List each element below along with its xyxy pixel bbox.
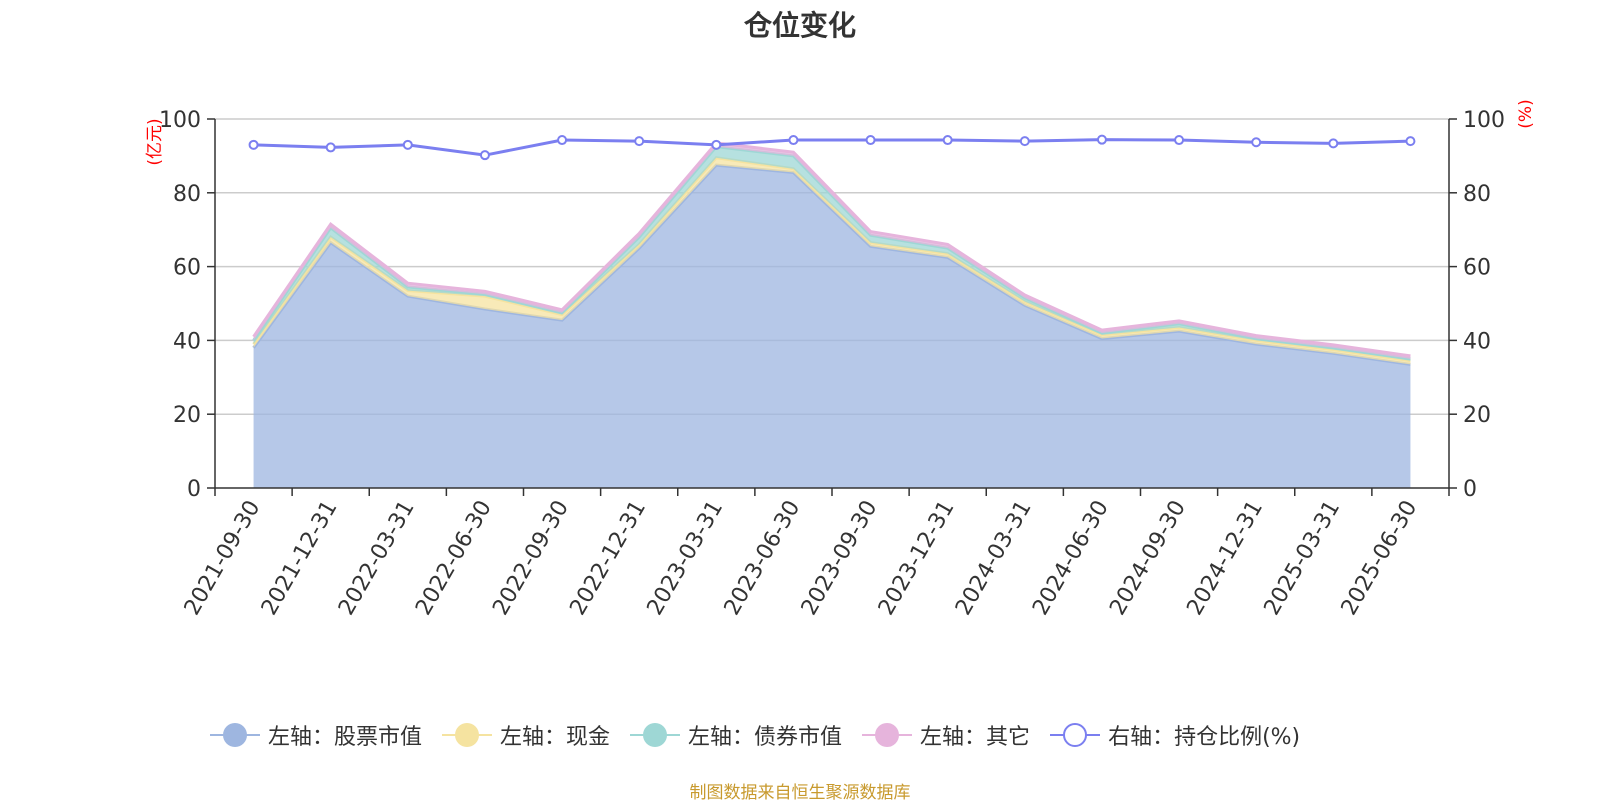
x-axis-tick-label: 2024-03-31 [951,496,1037,619]
x-axis-tick-label: 2023-06-30 [720,496,806,619]
x-axis-tick-label: 2025-03-31 [1260,496,1346,619]
right-axis-tick-label: 20 [1463,403,1491,428]
legend-ratio-label: 右轴：持仓比例(%) [1108,725,1301,750]
legend-cash-symbol [442,722,493,748]
chart-legend: 左轴：股票市值 左轴：现金 左轴：债券市值 左轴：其它 右轴：持仓比例(%) [210,720,1320,750]
x-axis-tick-label: 2022-06-30 [411,496,497,619]
data-source-note: 制图数据来自恒生聚源数据库 [689,783,911,803]
legend-stock-symbol [210,722,260,748]
right-axis-unit: (%) [1516,99,1536,128]
ratio-point [1405,136,1416,147]
ratio-point [402,139,413,150]
legend-stock-label: 左轴：股票市值 [268,725,423,750]
legend-ratio-symbol [1050,722,1101,748]
x-axis-tick-label: 2024-09-30 [1105,496,1191,619]
x-axis-tick-label: 2022-12-31 [565,496,651,619]
area-series-0 [253,165,1411,488]
left-axis-tick-label: 80 [173,182,201,207]
x-axis-tick-label: 2021-09-30 [180,496,266,619]
legend-other-symbol [862,722,913,748]
x-axis-tick-label: 2021-12-31 [257,496,343,619]
left-axis-tick-label: 60 [173,256,201,281]
ratio-point [942,135,953,146]
legend-other-label: 左轴：其它 [920,725,1031,750]
x-axis-tick-label: 2024-06-30 [1028,496,1114,619]
x-axis-tick-label: 2025-06-30 [1337,496,1423,619]
x-axis-tick-label: 2023-12-31 [874,496,960,619]
legend-item-stock[interactable]: 左轴：股票市值 [210,719,422,751]
right-axis-tick-label: 80 [1463,182,1491,207]
area-series-1 [253,157,1411,365]
ratio-point [248,139,259,150]
ratio-line [253,138,1411,157]
ratio-point [788,135,799,146]
ratio-point [1096,134,1107,145]
legend-item-cash[interactable]: 左轴：现金 [442,719,610,751]
x-axis-tick-label: 2022-03-31 [334,496,420,619]
ratio-point [1174,135,1185,146]
legend-bond-symbol [630,722,681,748]
legend-bond-label: 左轴：债券市值 [688,725,843,750]
ratio-point [479,150,490,161]
ratio-point [711,139,722,150]
right-axis-tick-label: 60 [1463,256,1491,281]
left-axis-tick-label: 20 [173,403,201,428]
ratio-point [1251,137,1262,148]
legend-item-bond[interactable]: 左轴：债券市值 [630,719,842,751]
right-axis-tick-label: 0 [1463,477,1477,502]
ratio-point [865,135,876,146]
chart-title: 仓位变化 [743,9,856,42]
x-axis-tick-label: 2023-03-31 [643,496,729,619]
area-series-edge-3 [252,141,1411,358]
ratio-point [325,142,336,153]
left-axis-tick-label: 40 [173,329,201,354]
left-axis-unit: (亿元) [145,118,165,165]
x-axis-tick-label: 2023-09-30 [797,496,883,619]
right-axis-tick-label: 40 [1463,329,1491,354]
ratio-point [557,135,568,146]
ratio-point [1328,138,1339,149]
right-axis-tick-label: 100 [1463,108,1505,133]
legend-item-other[interactable]: 左轴：其它 [862,719,1030,751]
left-axis-tick-label: 100 [159,108,201,133]
legend-item-ratio[interactable]: 右轴：持仓比例(%) [1050,719,1300,751]
ratio-point [634,136,645,147]
x-axis-tick-label: 2024-12-31 [1182,496,1268,619]
left-axis-tick-label: 0 [187,477,201,502]
ratio-point [1019,136,1030,147]
x-axis-tick-label: 2022-09-30 [488,496,574,619]
legend-cash-label: 左轴：现金 [500,725,611,750]
